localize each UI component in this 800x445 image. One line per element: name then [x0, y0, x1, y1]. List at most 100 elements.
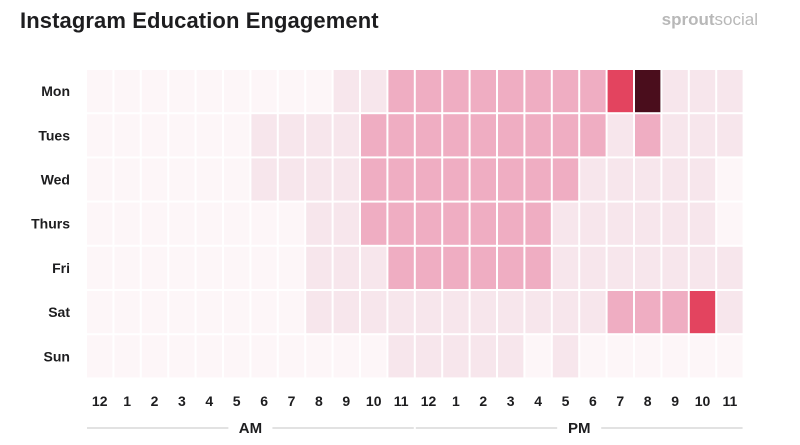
- column-label: 1: [123, 393, 131, 409]
- heatmap-cell: [415, 202, 442, 245]
- heatmap-cell: [224, 158, 250, 201]
- heatmap-cell: [169, 291, 195, 334]
- heatmap-cell: [525, 114, 551, 157]
- column-label: 1: [452, 393, 460, 409]
- column-label: 8: [315, 393, 323, 409]
- heatmap-cell: [141, 114, 168, 157]
- heatmap-cell: [196, 291, 222, 334]
- heatmap-cell: [251, 246, 277, 289]
- heatmap-cell: [361, 335, 387, 378]
- heatmap-cell: [251, 202, 277, 245]
- heatmap-cell: [662, 202, 688, 245]
- heatmap-cell: [552, 246, 579, 289]
- column-label: 7: [616, 393, 624, 409]
- heatmap-cell: [141, 291, 168, 334]
- column-label: 9: [342, 393, 350, 409]
- row-label: Thurs: [31, 216, 70, 232]
- heatmap-cell: [525, 246, 551, 289]
- heatmap-cell: [388, 70, 414, 113]
- column-label: 3: [178, 393, 186, 409]
- heatmap-cell: [415, 246, 442, 289]
- heatmap-cell: [689, 202, 716, 245]
- heatmap-cell: [415, 70, 442, 113]
- chart-title: Instagram Education Engagement: [20, 8, 379, 33]
- heatmap-cell: [361, 70, 387, 113]
- heatmap-cell: [224, 335, 250, 378]
- column-label: 7: [288, 393, 296, 409]
- heatmap-cell: [443, 202, 469, 245]
- heatmap-cell: [689, 70, 716, 113]
- heatmap-cell: [388, 291, 414, 334]
- heatmap-cell: [141, 70, 168, 113]
- heatmap-cell: [361, 291, 387, 334]
- heatmap-cell: [87, 202, 113, 245]
- row-label: Wed: [41, 172, 70, 188]
- column-label: 2: [479, 393, 487, 409]
- heatmap-cell: [196, 114, 222, 157]
- heatmap-cell: [552, 335, 579, 378]
- heatmap-cell: [114, 246, 140, 289]
- heatmap-cell: [552, 114, 579, 157]
- heatmap-cell: [635, 246, 661, 289]
- heatmap-cell: [580, 70, 606, 113]
- column-label: 3: [507, 393, 515, 409]
- heatmap-cell: [552, 158, 579, 201]
- heatmap-cell: [114, 291, 140, 334]
- heatmap-cell: [333, 335, 359, 378]
- heatmap-cell: [169, 70, 195, 113]
- heatmap-cell: [525, 70, 551, 113]
- heatmap-cell: [333, 246, 359, 289]
- heatmap-cell: [224, 291, 250, 334]
- heatmap-cell: [251, 291, 277, 334]
- sproutsocial-logo: sproutsocial: [662, 10, 758, 30]
- heatmap-cell: [717, 335, 743, 378]
- heatmap-cell: [470, 335, 496, 378]
- heatmap-cell: [333, 202, 359, 245]
- heatmap-cell: [635, 291, 661, 334]
- heatmap-cell: [169, 246, 195, 289]
- heatmap-cell: [251, 335, 277, 378]
- heatmap-cell: [306, 70, 332, 113]
- heatmap-cell: [196, 70, 222, 113]
- heatmap-cell: [87, 158, 113, 201]
- heatmap-cell: [689, 114, 716, 157]
- heatmap-cell: [361, 114, 387, 157]
- heatmap-cell: [717, 70, 743, 113]
- heatmap-cell: [87, 70, 113, 113]
- heatmap-cell: [388, 335, 414, 378]
- heatmap-cell: [251, 158, 277, 201]
- row-label: Sat: [48, 304, 70, 320]
- column-label: 9: [671, 393, 679, 409]
- heatmap-cell: [635, 70, 661, 113]
- heatmap-cell: [717, 246, 743, 289]
- heatmap-cell: [87, 114, 113, 157]
- heatmap-cell: [278, 114, 305, 157]
- heatmap-cell: [580, 291, 606, 334]
- row-label: Sun: [44, 348, 70, 364]
- heatmap-cell: [607, 158, 633, 201]
- column-label: 12: [421, 393, 437, 409]
- heatmap-cell: [224, 70, 250, 113]
- heatmap-cell: [607, 291, 633, 334]
- heatmap-cell: [689, 158, 716, 201]
- heatmap-cell: [635, 158, 661, 201]
- heatmap-cell: [525, 158, 551, 201]
- column-label: 5: [233, 393, 241, 409]
- heatmap-cell: [278, 202, 305, 245]
- heatmap-cell: [224, 202, 250, 245]
- heatmap-cell: [361, 202, 387, 245]
- heatmap-cell: [662, 158, 688, 201]
- heatmap-cell: [580, 114, 606, 157]
- heatmap-cell: [717, 202, 743, 245]
- heatmap-cell: [415, 335, 442, 378]
- heatmap-cell: [580, 246, 606, 289]
- heatmap-cell: [306, 335, 332, 378]
- column-label: 11: [722, 393, 737, 409]
- row-label: Tues: [38, 127, 70, 143]
- heatmap-cell: [470, 246, 496, 289]
- heatmap-cell: [141, 335, 168, 378]
- heatmap-cell: [415, 158, 442, 201]
- heatmap-cell: [443, 291, 469, 334]
- heatmap-cell: [278, 335, 305, 378]
